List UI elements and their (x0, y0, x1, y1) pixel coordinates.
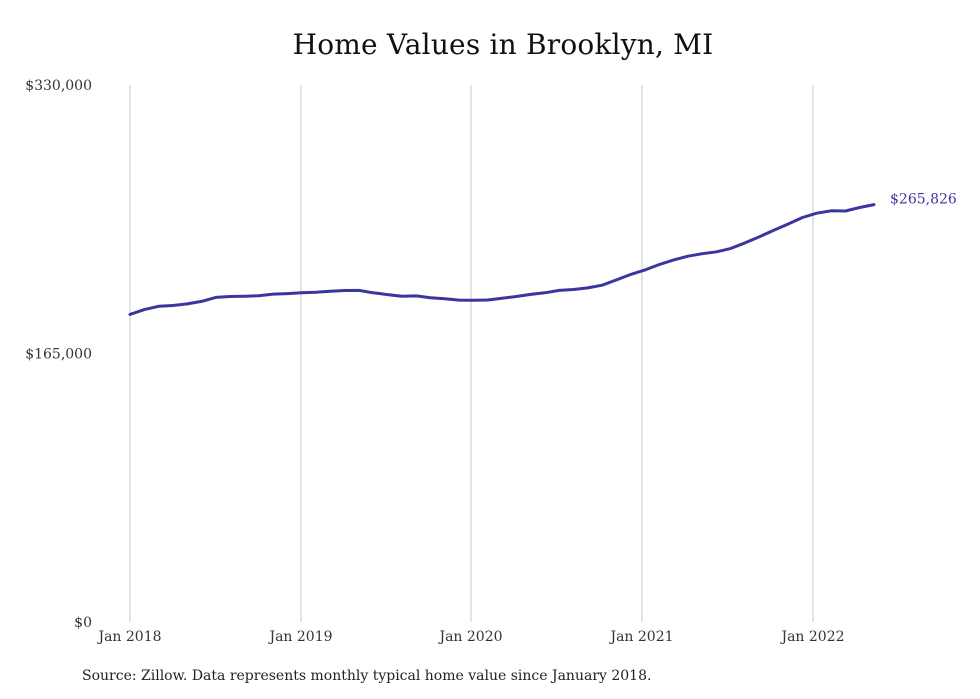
y-tick-label: $165,000 (25, 347, 92, 363)
x-tick-label: Jan 2020 (437, 629, 502, 645)
source-note: Source: Zillow. Data represents monthly … (82, 668, 652, 684)
end-value-label: $265,826 (890, 192, 957, 208)
x-tick-label: Jan 2022 (779, 629, 844, 645)
chart-title: Home Values in Brooklyn, MI (292, 28, 714, 61)
gridlines (129, 85, 814, 622)
y-tick-label: $0 (74, 615, 92, 631)
x-tick-label: Jan 2018 (96, 629, 161, 645)
x-tick-label: Jan 2021 (608, 629, 673, 645)
series-line (128, 203, 876, 316)
annotation-layer: $265,826 (890, 192, 957, 208)
y-tick-label: $330,000 (25, 78, 92, 94)
series-layer (128, 203, 876, 316)
x-tick-label: Jan 2019 (267, 629, 332, 645)
